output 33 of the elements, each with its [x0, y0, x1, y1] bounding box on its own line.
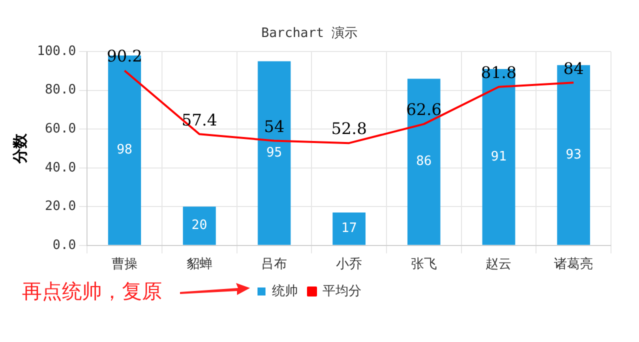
data-label: 95 [266, 145, 282, 160]
x-tick-label: 诸葛亮 [554, 256, 594, 271]
data-label: 57.4 [182, 110, 218, 130]
legend-label: 统帅 [272, 283, 298, 298]
chart-title: Barchart 演示 [261, 26, 358, 42]
y-tick-label: 20.0 [44, 199, 76, 214]
data-label: 93 [566, 147, 582, 162]
x-tick-label: 张飞 [410, 256, 437, 271]
bar [407, 78, 440, 245]
text: 再点统帅，复原 [22, 278, 162, 305]
data-label: 52.8 [331, 119, 367, 138]
data-label: 86 [416, 154, 432, 170]
bar [258, 61, 291, 245]
y-tick-label: 0.0 [52, 238, 76, 253]
x-tick-label: 小乔 [336, 256, 362, 271]
data-label: 20 [192, 218, 208, 234]
legend-label: 平均分 [322, 283, 362, 298]
y-tick-label: 100.0 [36, 44, 76, 59]
data-label: 17 [341, 221, 357, 236]
y-tick-label: 40.0 [44, 160, 76, 176]
y-tick-label: 60.0 [44, 121, 76, 136]
bar [182, 206, 216, 245]
x-tick-label: 曹操 [112, 256, 138, 271]
y-axis-title: 分数 [12, 132, 30, 164]
x-tick-label: 吕布 [261, 256, 288, 271]
x-tick-label: 貂蝉 [186, 256, 212, 271]
y-tick-label: 80.0 [44, 82, 76, 98]
data-label: 54 [264, 116, 284, 136]
data-label: 84 [563, 58, 584, 78]
data-label: 91 [490, 149, 507, 164]
data-label: 98 [116, 142, 132, 158]
x-tick-label: 赵云 [486, 256, 512, 271]
bar [332, 212, 366, 245]
